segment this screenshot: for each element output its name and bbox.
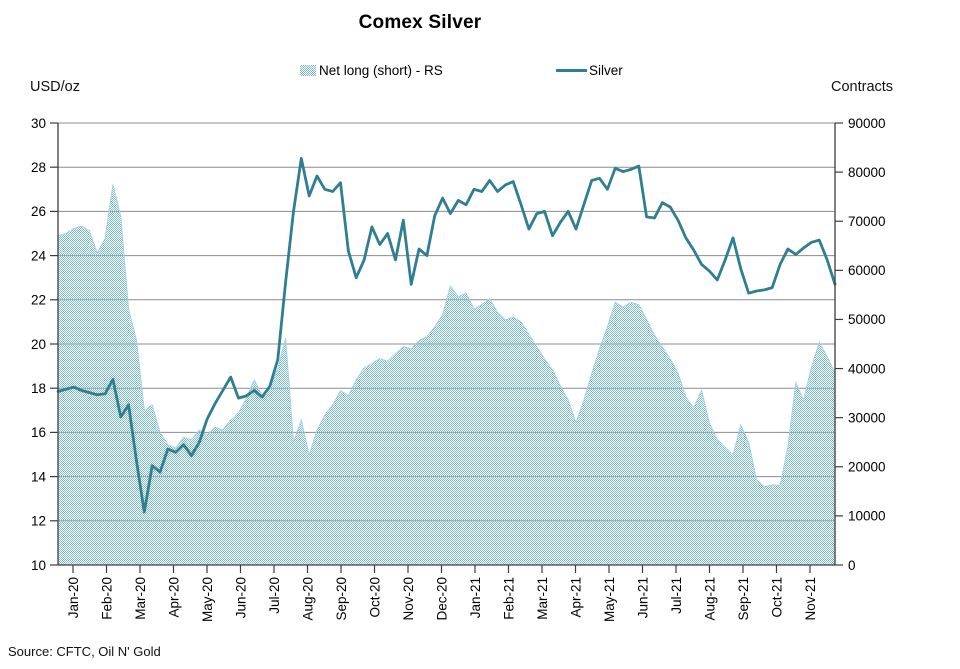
x-axis-tick-label: Feb-21 [501,577,516,620]
x-axis-tick-label: Nov-20 [401,577,416,621]
x-axis-tick-label: Mar-20 [133,577,148,620]
right-axis-unit-label: Contracts [831,79,894,95]
x-axis-tick-label: May-20 [200,577,215,622]
left-axis-tick-label: 30 [31,116,46,131]
left-axis-tick-label: 12 [31,514,46,529]
legend-item-net-long: Net long (short) - RS [300,63,443,78]
x-axis-tick-label: Jun-20 [233,577,248,618]
line-series-silver [56,157,837,514]
x-axis-tick-label: Aug-21 [702,577,717,621]
x-axis-tick-label: Mar-21 [535,577,550,620]
right-axis-tick-label: 40000 [848,361,886,376]
source-note: Source: CFTC, Oil N' Gold [8,644,161,659]
x-axis-tick-label: Aug-20 [300,577,315,621]
x-axis-tick-label: Sep-21 [736,577,751,621]
x-axis-tick-label: May-21 [602,577,617,622]
chart-title: Comex Silver [358,12,482,33]
x-axis-tick-label: Oct-20 [367,577,382,618]
left-axis-unit-label: USD/oz [30,79,80,95]
right-axis-tick-label: 30000 [848,410,886,425]
left-axis-tick-label: 10 [31,558,46,573]
left-axis-tick-label: 18 [31,381,46,396]
left-axis-tick-label: 16 [31,425,46,440]
x-axis-tick-label: Jan-20 [66,577,81,618]
legend-label-silver: Silver [589,63,623,78]
left-axis-tick-label: 20 [31,337,46,352]
right-axis-tick-label: 10000 [848,509,886,524]
x-axis-tick-label: Feb-20 [99,577,114,620]
line-swatch-icon [556,69,587,72]
left-axis-tick-label: 22 [31,293,46,308]
left-axis-tick-label: 14 [31,469,47,484]
right-axis-tick-label: 60000 [848,263,886,278]
left-axis-tick-label: 26 [31,204,46,219]
x-axis-tick-label: Jan-21 [468,577,483,618]
x-axis-tick-label: Jun-21 [635,577,650,618]
legend-item-silver: Silver [556,63,623,78]
right-axis-tick-label: 90000 [848,116,886,131]
right-axis-tick-label: 0 [848,558,856,573]
right-axis-tick-label: 80000 [848,165,886,180]
x-axis-tick-label: Sep-20 [334,577,349,621]
area-series-net-long [57,184,836,566]
x-axis-tick-label: Jul-20 [267,577,282,614]
x-axis-tick-label: Apr-20 [166,577,181,618]
x-axis-tick-label: Nov-21 [803,577,818,621]
left-axis-tick-label: 24 [31,248,47,263]
right-axis-tick-label: 20000 [848,460,886,475]
legend-label-net-long: Net long (short) - RS [319,63,443,78]
area-swatch-icon [300,65,316,76]
x-axis-tick-label: Oct-21 [769,577,784,618]
right-axis-tick-label: 50000 [848,312,886,327]
x-axis-tick-label: Jul-21 [669,577,684,614]
right-axis-tick-label: 70000 [848,214,886,229]
x-axis-tick-label: Dec-20 [434,577,449,621]
left-axis-tick-label: 28 [31,160,46,175]
x-axis-tick-label: Apr-21 [568,577,583,618]
